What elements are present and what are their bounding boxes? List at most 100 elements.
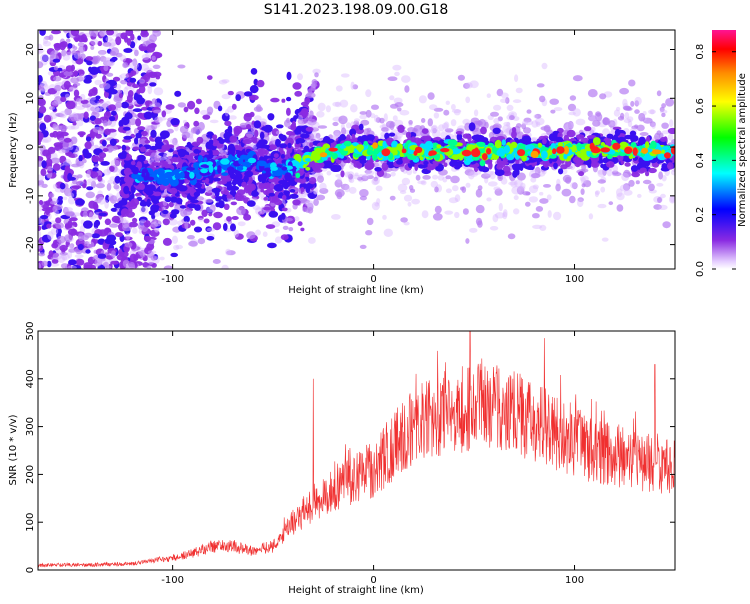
spectral-blob <box>123 48 133 53</box>
spectral-blob <box>84 232 93 238</box>
spectral-blob <box>172 137 178 146</box>
spectral-blob <box>135 132 142 139</box>
spectral-blob <box>109 223 119 228</box>
spectral-blob <box>179 205 187 209</box>
spectral-blob <box>197 146 203 151</box>
spectral-blob <box>397 124 405 133</box>
spectral-blob <box>227 125 233 134</box>
spectral-blob <box>118 200 128 206</box>
spectral-blob <box>59 155 67 164</box>
spectral-blob <box>51 101 60 106</box>
spectral-blob <box>75 98 82 105</box>
spectral-blob <box>98 50 106 56</box>
spectral-blob <box>623 118 632 124</box>
spectral-blob <box>63 187 73 197</box>
spectral-blob <box>487 181 498 187</box>
spectral-blob <box>212 259 221 264</box>
spectral-blob <box>392 115 398 122</box>
spectral-blob <box>506 121 511 128</box>
spectral-blob <box>48 34 54 41</box>
spectral-blob <box>294 142 302 148</box>
spectral-blob <box>502 124 511 133</box>
spectral-blob <box>222 176 232 182</box>
spectral-blob <box>382 214 387 220</box>
spectral-blob <box>571 182 578 190</box>
spectral-blob <box>541 169 547 175</box>
spectral-blob <box>139 219 147 224</box>
spectral-blob <box>47 166 54 172</box>
spectral-blob <box>99 100 108 110</box>
spectral-blob <box>648 109 656 115</box>
spectral-blob <box>523 127 531 134</box>
spectral-blob <box>258 193 265 198</box>
spectral-blob <box>121 101 129 109</box>
spectral-blob <box>201 209 208 217</box>
spectral-blob <box>95 55 101 62</box>
spectral-blob <box>599 93 607 100</box>
spectral-blob <box>70 112 79 122</box>
spectral-blob <box>619 87 629 95</box>
spectral-blob <box>658 204 668 210</box>
spectral-blob <box>88 92 93 97</box>
spectral-blob <box>106 72 114 77</box>
spectral-blob <box>223 203 230 210</box>
spectral-blob <box>153 109 163 114</box>
spectral-blob <box>231 103 237 110</box>
spectral-blob <box>38 105 47 114</box>
spectral-blob <box>553 162 558 170</box>
spectral-blob <box>79 132 84 138</box>
spectral-blob <box>72 180 78 185</box>
spectral-blob <box>535 117 545 126</box>
spectral-blob <box>225 248 232 256</box>
spectral-blob <box>517 185 526 191</box>
spectral-blob <box>319 182 327 191</box>
spectral-blob <box>160 133 167 140</box>
spectral-blob <box>130 198 140 207</box>
spectral-blob <box>149 218 157 224</box>
spectral-blob <box>365 109 372 118</box>
spectral-blob <box>144 139 151 144</box>
spectral-blob <box>129 41 136 49</box>
spectral-blob <box>297 118 307 125</box>
spectral-blob <box>39 53 49 62</box>
spectral-blob <box>305 166 311 171</box>
spectral-blob <box>95 194 104 202</box>
spectral-blob <box>193 191 201 197</box>
spectral-blob <box>222 269 228 275</box>
spectral-blob <box>98 152 107 159</box>
spectral-blob <box>287 142 292 149</box>
spectral-blob <box>80 99 89 105</box>
spectral-blob <box>464 169 475 176</box>
spectral-blob <box>38 49 44 55</box>
spectral-blob <box>168 218 178 226</box>
spectral-blob <box>62 54 71 61</box>
spectral-blob <box>136 63 142 72</box>
spectral-blob <box>63 137 72 143</box>
spectral-blob <box>505 97 510 104</box>
spectral-blob <box>251 136 258 143</box>
spectral-blob <box>114 83 122 90</box>
spectral-blob <box>67 265 77 269</box>
spectral-blob <box>523 117 532 123</box>
spectral-blob <box>82 211 88 218</box>
spectral-blob <box>656 90 662 97</box>
spectral-blob <box>339 134 346 141</box>
spectral-blob <box>576 158 581 166</box>
spectral-blob <box>390 171 396 177</box>
spectral-blob <box>606 133 613 139</box>
spectral-blob <box>122 236 133 241</box>
spectral-blob <box>62 196 68 201</box>
spectral-blob <box>375 185 383 192</box>
spectral-blob <box>334 129 340 138</box>
spectral-blob <box>319 188 329 194</box>
spectral-blob <box>418 95 427 104</box>
spectral-blob <box>530 177 537 183</box>
spectral-blob <box>39 122 47 132</box>
spectral-blob <box>490 111 499 117</box>
spectral-blob <box>610 121 616 127</box>
spectral-blob <box>95 183 105 189</box>
spectral-blob <box>71 221 77 226</box>
spectral-blob <box>183 215 190 223</box>
spectral-blob <box>41 139 49 143</box>
spectral-blob <box>365 230 373 236</box>
